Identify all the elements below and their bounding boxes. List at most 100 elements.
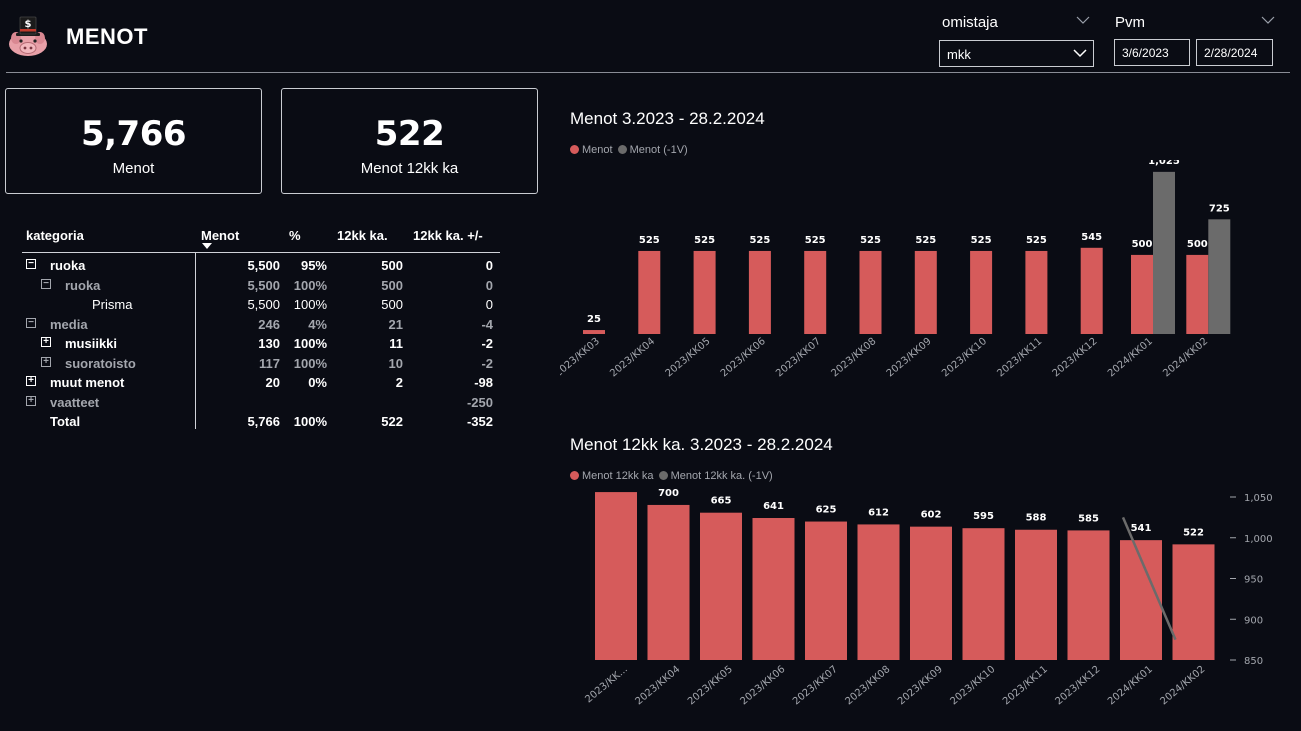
row-avg: 10 [388, 355, 403, 371]
expand-plus-icon[interactable]: + [26, 395, 36, 406]
bar-label-menot: 525 [971, 235, 992, 246]
x-tick-label: 2023/KK03 [560, 336, 602, 380]
bar-rolling-average [1015, 529, 1057, 660]
rolling-average-bar-chart[interactable]: 1,050 1,000 950 900 850 758 2023/KK... 700 2023/… [560, 485, 1290, 725]
x-tick-label: 2023/KK11 [995, 336, 1044, 380]
row-avg-delta: -352 [466, 414, 493, 429]
bar-menot [859, 250, 882, 334]
bar-label-menot: 525 [694, 235, 715, 246]
bar-label-menot-1v: 1,025 [1148, 160, 1180, 167]
row-avg: 21 [388, 316, 403, 332]
chart2-title: Menot 12kk ka. 3.2023 - 28.2.2024 [570, 435, 833, 454]
row-menot: 130 [258, 336, 280, 351]
bar-label-rolling-average: 541 [1131, 523, 1152, 534]
bar-label-rolling-average: 585 [1078, 513, 1099, 524]
bar-menot-1v [1153, 171, 1175, 334]
expand-plus-icon[interactable]: + [26, 376, 36, 386]
bar-rolling-average [647, 504, 690, 660]
owner-slicer-chevron-icon[interactable] [1076, 16, 1090, 24]
col-header-pct[interactable]: % [289, 228, 301, 243]
table-row[interactable]: + musiikki 130 100% 11 -2 [18, 334, 500, 353]
pig-logo-icon: $ [6, 14, 50, 58]
col-header-avg[interactable]: 12kk ka. [337, 228, 388, 243]
row-avg: 500 [381, 258, 403, 273]
x-tick-label: 2023/KK05 [686, 664, 735, 708]
header-divider [6, 72, 1290, 73]
x-tick-label: 2023/KK12 [1053, 664, 1102, 708]
row-pct: 100% [293, 355, 327, 371]
chart1-legend[interactable]: Menot Menot (-1V) [570, 144, 688, 156]
spend-kpi-label: Menot [112, 160, 155, 177]
svg-text:$: $ [25, 19, 32, 30]
bar-label-menot: 525 [915, 235, 936, 246]
table-row[interactable]: Total 5,766 100% 522 -352 [18, 412, 500, 431]
y2-tick-label: 900 [1244, 615, 1263, 626]
monthly-spend-bar-chart[interactable]: 25 2023/KK03 525 2023/KK04 525 2023/KK05 525 20… [560, 160, 1280, 395]
row-menot: 5,766 [247, 414, 280, 429]
table-row[interactable]: Prisma 5,500 100% 500 0 [18, 295, 500, 314]
row-avg-delta: -250 [466, 394, 493, 410]
bar-label-menot: 500 [1187, 239, 1208, 250]
page-title: MENOT [66, 24, 148, 49]
bar-menot [970, 250, 993, 334]
x-tick-label: 2023/KK05 [664, 336, 713, 380]
col-header-avg-delta[interactable]: 12kk ka. +/- [413, 228, 483, 243]
bar-label-menot: 525 [639, 235, 660, 246]
row-menot: 117 [259, 355, 280, 371]
legend-dot-avg-1v [658, 471, 668, 480]
bar-rolling-average [962, 528, 1005, 660]
row-avg: 500 [381, 297, 403, 312]
avg-kpi-label: Menot 12kk ka [360, 160, 459, 177]
row-avg-delta: -2 [481, 336, 493, 351]
row-menot: 246 [258, 316, 280, 332]
bar-menot [1186, 254, 1209, 334]
table-row[interactable]: + suoratoisto 117 100% 10 -2 [18, 354, 500, 373]
date-slicer-chevron-icon[interactable] [1261, 16, 1275, 24]
table-row[interactable]: + vaatteet -250 [18, 393, 500, 412]
row-category: media [50, 316, 88, 332]
row-category: vaatteet [50, 394, 100, 410]
owner-slicer-label: omistaja [942, 14, 998, 31]
collapse-minus-icon[interactable]: − [26, 317, 36, 328]
x-tick-label: 2023/KK10 [948, 664, 997, 708]
date-to-value: 2/28/2024 [1204, 46, 1258, 60]
row-menot: 20 [265, 375, 280, 390]
avg-kpi-card[interactable]: 522 Menot 12kk ka [281, 88, 538, 194]
bar-menot [693, 250, 716, 334]
chart2-legend[interactable]: Menot 12kk ka Menot 12kk ka. (-1V) [570, 470, 773, 482]
row-avg-delta: 0 [485, 258, 493, 273]
x-tick-label: 2024/KK01 [1106, 336, 1155, 380]
expand-plus-icon[interactable]: + [41, 356, 51, 367]
bar-label-menot: 525 [860, 235, 881, 246]
bar-menot [1131, 254, 1153, 334]
row-avg-delta: 0 [485, 277, 493, 293]
expand-plus-icon[interactable]: + [41, 337, 51, 347]
x-tick-label: 2023/KK08 [843, 664, 892, 708]
legend-label-menot: Menot [582, 144, 613, 156]
table-row[interactable]: − ruoka 5,500 95% 500 0 [18, 256, 500, 275]
col-header-category[interactable]: kategoria [26, 228, 84, 243]
date-slicer-label: Pvm [1115, 14, 1145, 31]
date-to-input[interactable]: 2/28/2024 [1196, 39, 1273, 66]
x-tick-label: 2023/KK11 [1001, 664, 1050, 708]
spend-kpi-card[interactable]: 5,766 Menot [5, 88, 262, 194]
x-tick-label: 2023/KK07 [774, 336, 823, 380]
bar-label-menot: 525 [1026, 235, 1047, 246]
bar-label-rolling-average: 641 [763, 501, 784, 512]
table-row[interactable]: + muut menot 20 0% 2 -98 [18, 373, 500, 392]
bar-menot [638, 250, 661, 334]
y2-tick-label: 950 [1244, 575, 1263, 586]
y2-tick-label: 1,050 [1244, 493, 1273, 504]
table-row[interactable]: − media 246 4% 21 -4 [18, 315, 500, 334]
collapse-minus-icon[interactable]: − [41, 278, 51, 289]
date-from-input[interactable]: 3/6/2023 [1114, 39, 1190, 66]
row-avg-delta: -2 [481, 355, 493, 371]
collapse-minus-icon[interactable]: − [26, 259, 36, 269]
legend-dot-avg [570, 471, 579, 480]
owner-dropdown[interactable]: mkk [939, 40, 1094, 67]
bar-label-rolling-average: 588 [1026, 513, 1047, 524]
x-tick-label: 2023/KK06 [719, 336, 768, 380]
table-row[interactable]: − ruoka 5,500 100% 500 0 [18, 276, 500, 295]
chevron-down-icon [1073, 49, 1087, 58]
col-header-menot[interactable]: Menot [201, 228, 240, 243]
